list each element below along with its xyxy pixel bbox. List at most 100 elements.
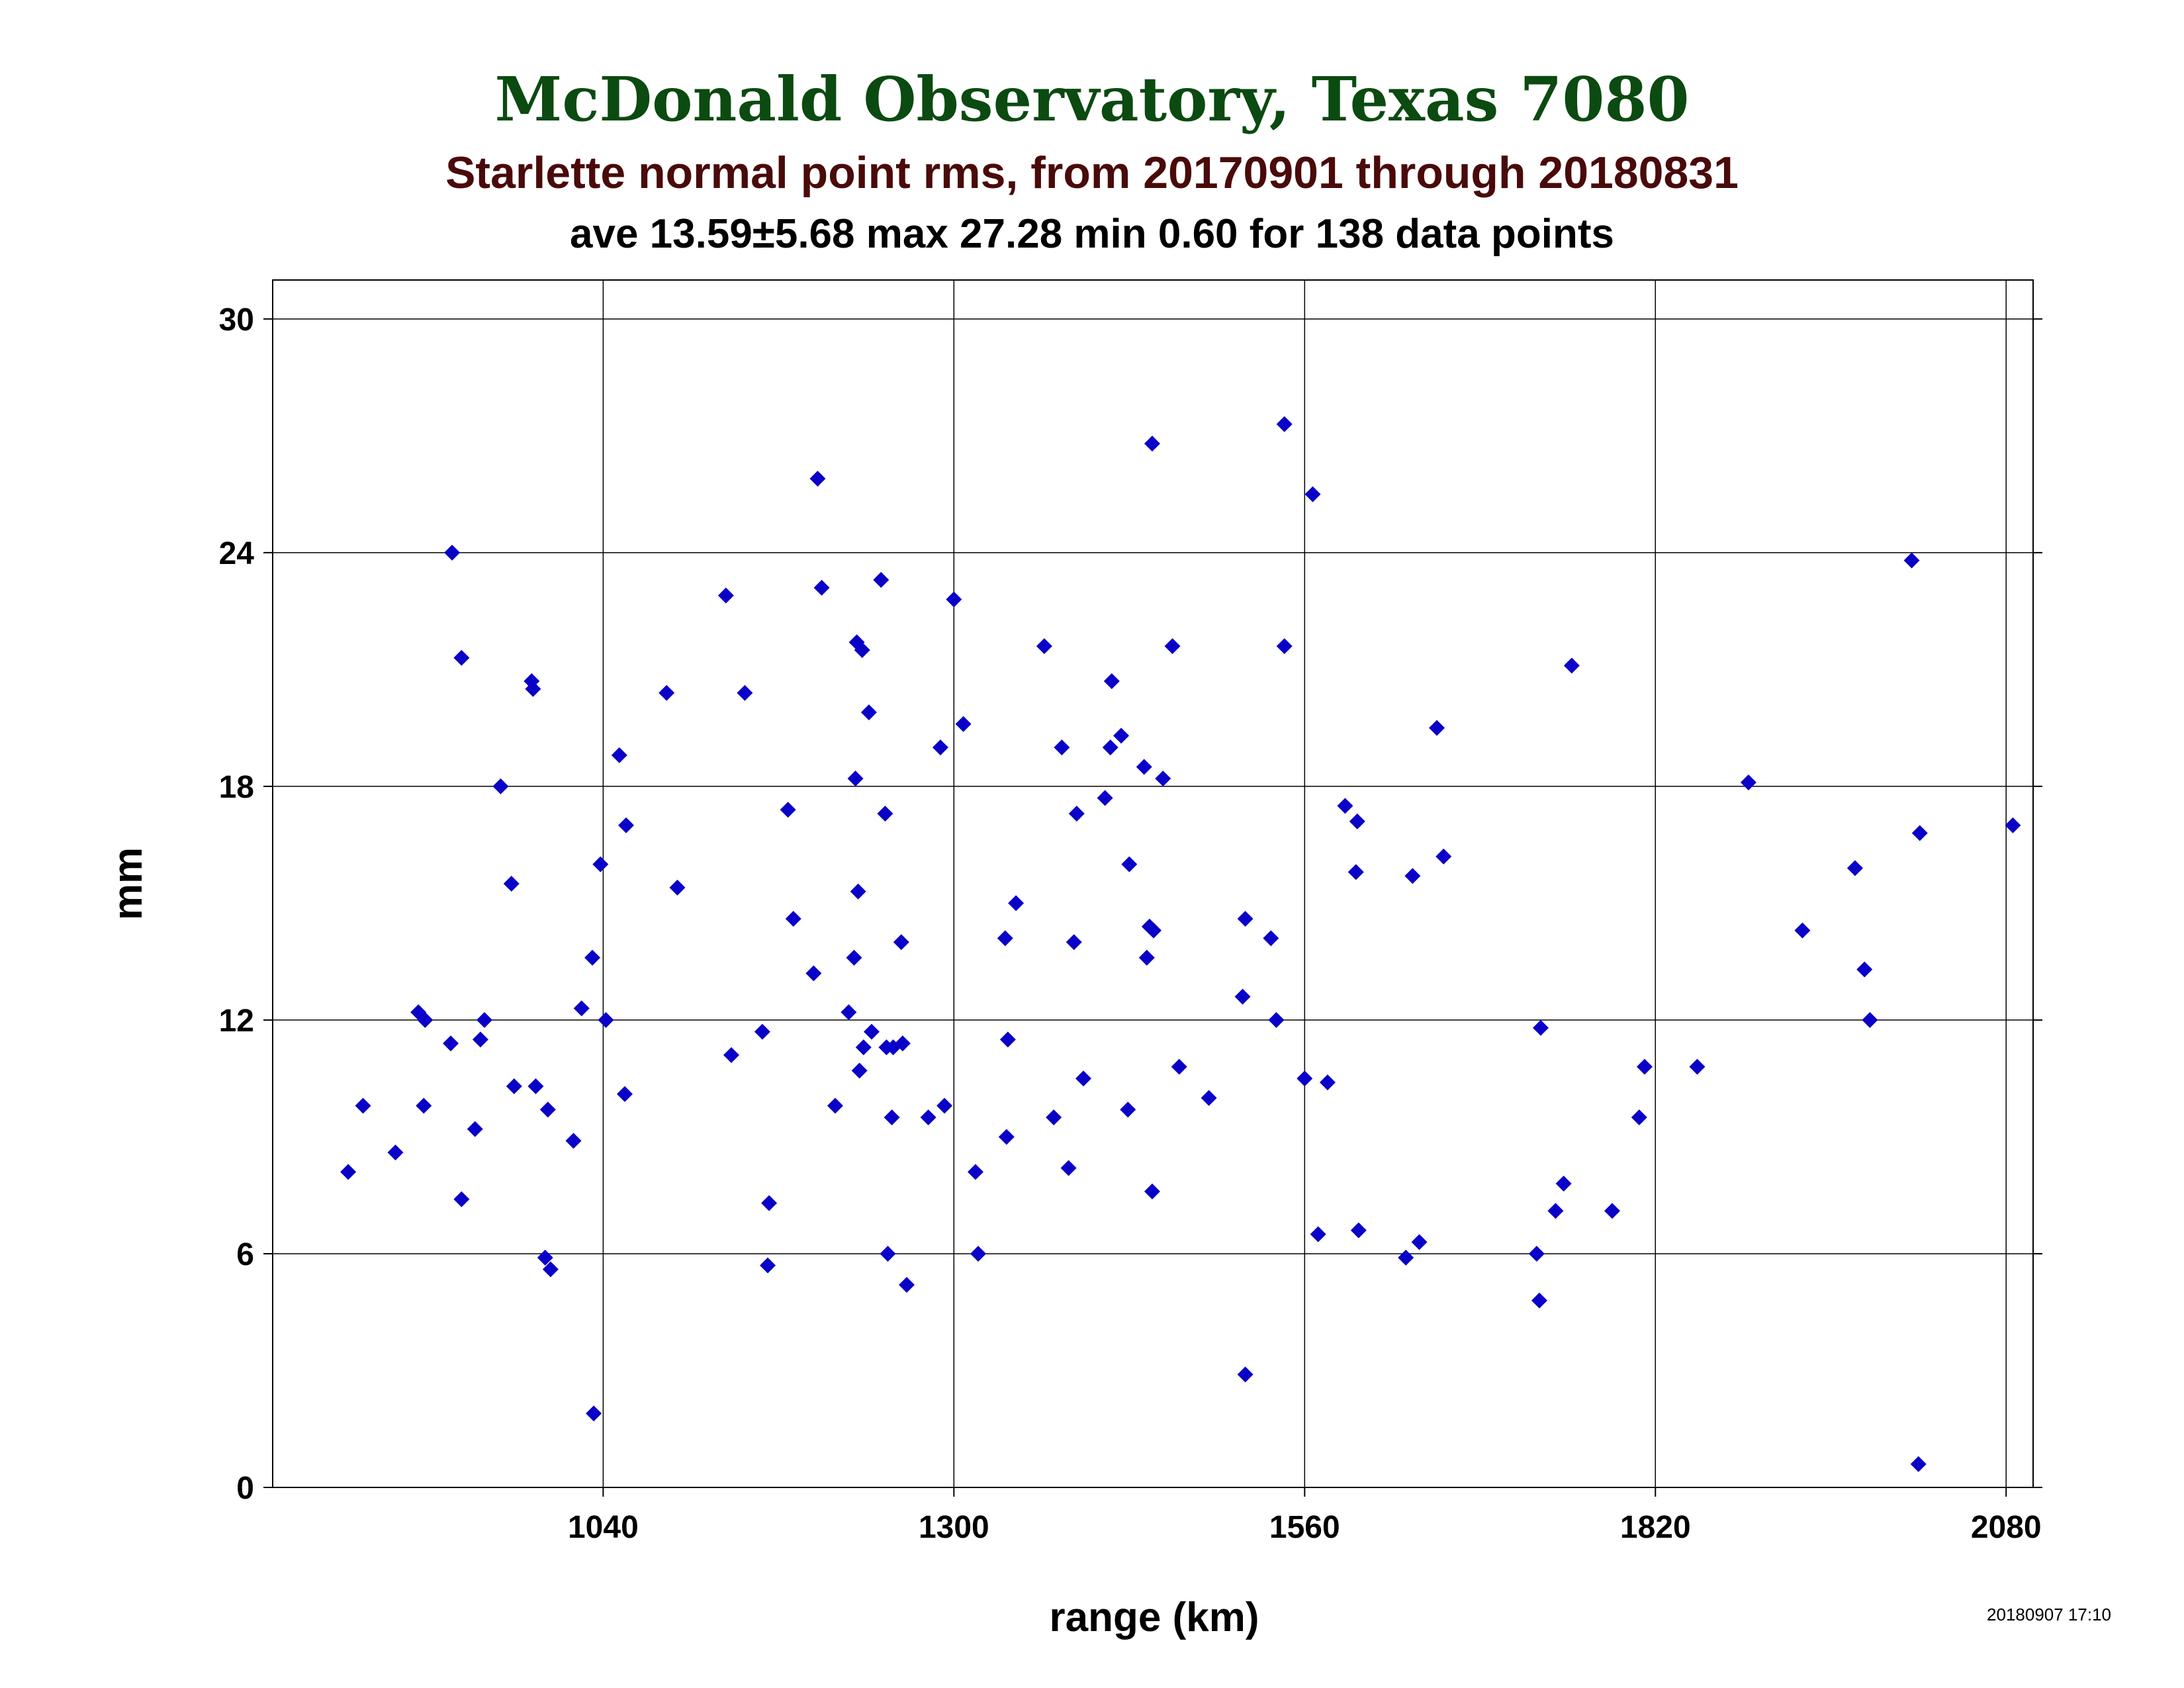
data-point	[659, 684, 675, 701]
data-point	[1319, 1074, 1336, 1091]
data-point	[1297, 1070, 1313, 1087]
data-point	[618, 817, 635, 833]
data-point	[717, 587, 734, 604]
data-point	[611, 747, 627, 763]
data-point	[1075, 1070, 1092, 1087]
y-tick-label: 30	[219, 303, 254, 338]
data-point	[854, 641, 870, 658]
data-point	[1097, 790, 1113, 806]
data-point	[880, 1245, 896, 1262]
data-point	[1146, 922, 1162, 939]
data-point	[537, 1249, 553, 1266]
data-point	[453, 1191, 470, 1207]
data-point	[565, 1133, 582, 1149]
axis-ticks: 1040 1300 1560 1820 2080 0 6 12 18 24 30	[219, 303, 2042, 1545]
data-point	[1547, 1203, 1564, 1219]
data-point	[1008, 895, 1024, 912]
data-point	[760, 1257, 776, 1274]
data-point	[860, 704, 877, 721]
data-point	[884, 1109, 900, 1126]
data-point	[894, 1035, 911, 1052]
data-point	[453, 649, 470, 666]
data-point	[1066, 934, 1082, 951]
data-point	[970, 1245, 987, 1262]
y-tick-label: 24	[219, 536, 255, 571]
data-point	[1846, 860, 1863, 876]
data-point	[1103, 673, 1120, 690]
data-point	[444, 544, 461, 561]
data-point	[1113, 727, 1130, 744]
data-point	[737, 684, 753, 701]
data-point	[864, 1023, 880, 1040]
data-point	[1404, 868, 1421, 884]
data-point	[1528, 1245, 1545, 1262]
data-point	[2005, 817, 2021, 833]
data-point	[527, 1078, 544, 1094]
chart-stats: ave 13.59±5.68 max 27.28 min 0.60 for 13…	[570, 211, 1614, 257]
data-point	[1121, 856, 1138, 872]
plot-frame	[272, 279, 2034, 1488]
data-point	[1856, 961, 1873, 978]
data-point	[754, 1023, 770, 1040]
y-tick-label: 0	[236, 1471, 254, 1506]
data-point	[1911, 825, 1928, 841]
x-tick-label: 1820	[1620, 1510, 1691, 1545]
data-point	[946, 591, 962, 608]
data-point	[1429, 720, 1445, 736]
data-point	[1411, 1234, 1428, 1250]
data-point	[340, 1164, 357, 1180]
data-point	[586, 1405, 602, 1422]
data-points	[340, 416, 2021, 1472]
data-point	[1268, 1011, 1285, 1028]
x-tick-label: 1560	[1269, 1510, 1340, 1545]
data-point	[920, 1109, 936, 1126]
data-point	[1144, 436, 1160, 452]
data-point	[355, 1098, 371, 1114]
data-point	[1531, 1292, 1547, 1309]
data-point	[1120, 1102, 1136, 1118]
y-tick-label: 6	[236, 1237, 254, 1272]
data-point	[1563, 657, 1580, 674]
data-point	[1347, 864, 1364, 880]
data-point	[1337, 798, 1353, 814]
data-point	[813, 579, 830, 596]
data-point	[416, 1098, 432, 1114]
data-point	[1910, 1456, 1927, 1472]
y-tick-label: 18	[219, 770, 254, 805]
data-point	[1631, 1109, 1647, 1126]
data-point	[1304, 486, 1321, 502]
data-point	[525, 680, 541, 697]
data-point	[1138, 949, 1155, 966]
data-point	[877, 806, 893, 822]
data-point	[443, 1035, 459, 1052]
data-point	[1234, 988, 1251, 1005]
data-point	[592, 856, 609, 872]
data-point	[1689, 1058, 1706, 1075]
data-point	[847, 771, 864, 787]
data-point	[1276, 416, 1293, 432]
data-point	[542, 1261, 559, 1278]
x-axis-label: range (km)	[1050, 1595, 1259, 1640]
x-tick-label: 2080	[1971, 1510, 2042, 1545]
data-point	[598, 1011, 614, 1028]
data-point	[1136, 759, 1152, 775]
data-point	[999, 1031, 1016, 1048]
data-point	[1398, 1249, 1414, 1266]
data-point	[997, 930, 1013, 947]
data-point	[1237, 910, 1253, 927]
data-point	[998, 1129, 1015, 1145]
data-point	[539, 1102, 556, 1118]
data-point	[506, 1078, 522, 1094]
data-point	[1068, 806, 1085, 822]
data-point	[1435, 848, 1452, 865]
data-point	[1036, 638, 1052, 655]
data-point	[1102, 739, 1118, 756]
data-point	[805, 965, 822, 982]
data-point	[809, 471, 826, 487]
data-point	[617, 1086, 633, 1102]
data-point	[1046, 1109, 1062, 1126]
data-point	[955, 716, 972, 732]
chart-title: McDonald Observatory, Texas 7080	[495, 64, 1690, 135]
data-point	[1533, 1019, 1549, 1036]
